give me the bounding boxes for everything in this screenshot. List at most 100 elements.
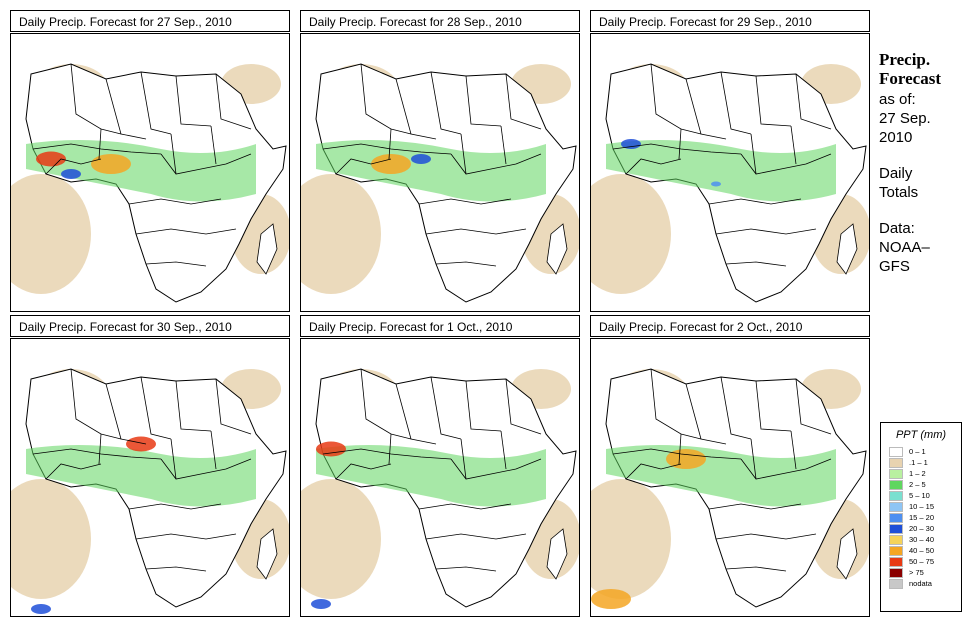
rain-cell: [666, 449, 706, 469]
country-border: [32, 448, 162, 460]
country-border: [135, 533, 237, 540]
sidebar-text: Totals: [879, 184, 919, 201]
sidebar-text: Daily: [879, 165, 913, 182]
country-border: [505, 378, 542, 435]
country-border: [128, 503, 222, 510]
legend-label: 5 – 10: [909, 490, 930, 500]
country-border: [170, 133, 177, 175]
rain-cell: [621, 139, 641, 149]
country-border: [612, 448, 742, 460]
country-border: [625, 463, 682, 480]
rain-cell: [411, 154, 431, 164]
rain-cell: [91, 154, 131, 174]
panel-title: Daily Precip. Forecast for 30 Sep., 2010: [10, 315, 290, 337]
country-border: [465, 380, 502, 432]
country-border: [425, 228, 527, 235]
madagascar: [256, 223, 278, 275]
panel-title: Daily Precip. Forecast for 27 Sep., 2010: [10, 10, 290, 32]
country-border: [720, 71, 752, 135]
sidebar-text: 2010: [879, 129, 913, 146]
country-border: [612, 143, 742, 155]
sidebar-text: GFS: [879, 258, 910, 275]
country-border: [395, 78, 437, 140]
legend-item: 15 – 20: [881, 512, 961, 523]
legend-swatch: [889, 523, 903, 534]
country-border: [740, 153, 832, 175]
africa-map-svg: [591, 368, 869, 609]
rain-cell: [36, 151, 66, 167]
legend-title: PPT (mm): [895, 429, 947, 441]
country-border: [790, 125, 797, 165]
rain-band: [606, 445, 836, 507]
country-border: [145, 261, 207, 267]
rain-cell: [31, 604, 51, 614]
country-border: [795, 73, 832, 130]
country-border: [360, 368, 412, 440]
country-border: [105, 383, 147, 445]
country-border: [740, 458, 832, 480]
legend-swatch: [889, 479, 903, 490]
map-panel-2: Daily Precip. Forecast for 28 Sep., 2010: [300, 10, 580, 312]
country-border: [70, 63, 122, 135]
country-border: [418, 503, 512, 510]
madagascar: [836, 223, 858, 275]
country-border: [450, 153, 542, 175]
legend-item: 0 – 1: [881, 446, 961, 457]
legend-swatch: [889, 501, 903, 512]
legend-swatch: [889, 490, 903, 501]
precip-map: [300, 338, 580, 617]
map-panel-3: Daily Precip. Forecast for 29 Sep., 2010: [590, 10, 870, 312]
rain-cell: [61, 169, 81, 179]
country-border: [685, 78, 727, 140]
country-border: [465, 75, 502, 127]
country-border: [160, 153, 252, 175]
legend-swatch: [889, 567, 903, 578]
dry-region: [301, 174, 381, 294]
country-border: [335, 463, 392, 480]
country-border: [105, 78, 147, 140]
country-border: [650, 368, 702, 440]
country-border: [755, 75, 792, 127]
legend-label: 0 – 1: [909, 446, 926, 456]
legend-swatch: [889, 457, 903, 468]
rain-cell: [316, 441, 346, 457]
legend-swatch: [889, 534, 903, 545]
country-border: [388, 128, 392, 160]
legend-label: 20 – 30: [909, 523, 935, 533]
legend-label: 30 – 40: [909, 534, 935, 544]
country-border: [715, 228, 817, 235]
country-border: [70, 368, 122, 440]
country-border: [790, 430, 797, 470]
dry-region: [591, 479, 671, 599]
legend-swatch: [889, 556, 903, 567]
country-border: [45, 158, 102, 175]
country-border: [430, 376, 462, 440]
country-border: [98, 128, 102, 160]
legend-label: 15 – 20: [909, 512, 935, 522]
legend-item: 50 – 75: [881, 556, 961, 567]
map-panel-4: Daily Precip. Forecast for 30 Sep., 2010: [10, 315, 290, 617]
rain-band: [316, 140, 546, 202]
country-border: [322, 448, 452, 460]
country-border: [135, 228, 237, 235]
country-border: [215, 73, 252, 130]
africa-map-svg: [11, 368, 289, 614]
legend-label: 50 – 75: [909, 556, 935, 566]
legend-swatch: [889, 446, 903, 457]
dry-region: [11, 174, 91, 294]
country-border: [45, 463, 102, 480]
country-border: [322, 143, 452, 155]
legend-item: 30 – 40: [881, 534, 961, 545]
precip-map: [590, 338, 870, 617]
sidebar-text: Data:: [879, 220, 915, 237]
rain-cell: [371, 154, 411, 174]
country-border: [160, 458, 252, 480]
country-border: [650, 63, 702, 135]
country-border: [210, 125, 217, 165]
legend-item: 2 – 5: [881, 479, 961, 490]
precip-map: [300, 33, 580, 312]
rain-band: [606, 140, 836, 202]
country-border: [335, 158, 392, 175]
legend-swatch: [889, 468, 903, 479]
